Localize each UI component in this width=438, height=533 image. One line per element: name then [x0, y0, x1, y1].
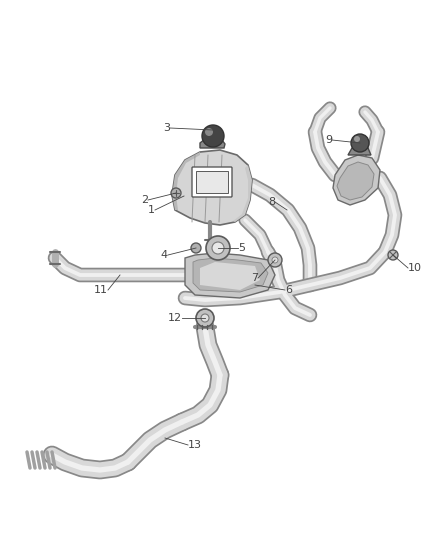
Text: 6: 6: [285, 285, 292, 295]
Circle shape: [388, 250, 398, 260]
Text: 8: 8: [268, 197, 275, 207]
Circle shape: [171, 188, 181, 198]
Polygon shape: [333, 155, 380, 205]
Polygon shape: [172, 152, 200, 210]
Polygon shape: [233, 165, 252, 222]
Polygon shape: [337, 162, 374, 200]
Text: 5: 5: [238, 243, 245, 253]
Circle shape: [205, 128, 213, 136]
Circle shape: [201, 314, 209, 322]
Polygon shape: [348, 145, 371, 155]
Text: 13: 13: [188, 440, 202, 450]
Text: 7: 7: [251, 273, 258, 283]
Text: 3: 3: [163, 123, 170, 133]
Text: 4: 4: [161, 250, 168, 260]
Circle shape: [206, 236, 230, 260]
Text: 10: 10: [408, 263, 422, 273]
Text: 1: 1: [148, 205, 155, 215]
Circle shape: [268, 253, 282, 267]
FancyBboxPatch shape: [196, 171, 228, 193]
Circle shape: [196, 309, 214, 327]
Text: 2: 2: [141, 195, 148, 205]
Circle shape: [351, 134, 369, 152]
FancyBboxPatch shape: [192, 167, 232, 197]
Text: 11: 11: [94, 285, 108, 295]
Circle shape: [272, 257, 278, 263]
Polygon shape: [200, 138, 225, 148]
Polygon shape: [172, 150, 252, 225]
Text: 9: 9: [325, 135, 332, 145]
Polygon shape: [185, 253, 275, 298]
Polygon shape: [200, 262, 260, 290]
Circle shape: [202, 125, 224, 147]
Circle shape: [354, 136, 360, 142]
Circle shape: [191, 243, 201, 253]
Polygon shape: [193, 258, 268, 292]
Text: 12: 12: [168, 313, 182, 323]
Circle shape: [212, 242, 224, 254]
